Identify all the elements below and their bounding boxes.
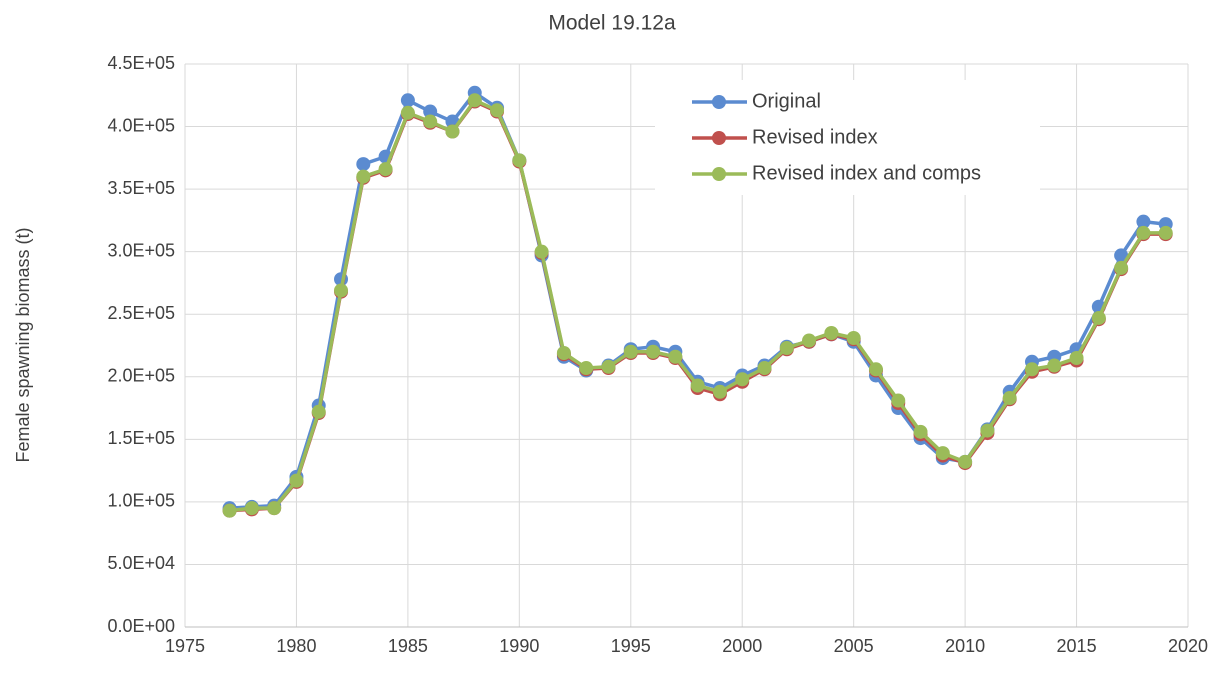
- y-tick-label: 1.5E+05: [107, 428, 175, 448]
- data-point: [712, 384, 727, 399]
- x-tick-label: 2005: [834, 636, 874, 656]
- data-point: [779, 341, 794, 356]
- data-point: [1047, 358, 1062, 373]
- data-point: [356, 169, 371, 184]
- data-point: [802, 333, 817, 348]
- data-point: [868, 362, 883, 377]
- data-point: [534, 244, 549, 259]
- data-point: [1114, 248, 1129, 263]
- data-point: [980, 423, 995, 438]
- data-point: [423, 114, 438, 129]
- data-point: [289, 473, 304, 488]
- data-point: [935, 446, 950, 461]
- data-point: [400, 105, 415, 120]
- x-tick-label: 2015: [1057, 636, 1097, 656]
- y-tick-label: 3.5E+05: [107, 178, 175, 198]
- y-tick-label: 5.0E+04: [107, 553, 175, 573]
- chart-title: Model 19.12a: [548, 12, 676, 35]
- data-point: [556, 346, 571, 361]
- x-tick-label: 2000: [722, 636, 762, 656]
- data-point: [579, 361, 594, 376]
- data-point: [735, 372, 750, 387]
- data-point: [467, 93, 482, 108]
- data-point: [846, 330, 861, 345]
- y-axis-label: Female spawning biomass (t): [13, 227, 33, 462]
- data-point: [356, 157, 371, 172]
- y-tick-label: 3.0E+05: [107, 240, 175, 260]
- data-point: [690, 378, 705, 393]
- data-point: [1069, 351, 1084, 366]
- data-point: [757, 361, 772, 376]
- data-point: [334, 283, 349, 298]
- y-tick-label: 4.5E+05: [107, 53, 175, 73]
- y-tick-label: 0.0E+00: [107, 616, 175, 636]
- data-point: [601, 359, 616, 374]
- x-tick-label: 1980: [276, 636, 316, 656]
- x-tick-label: 1995: [611, 636, 651, 656]
- legend-label: Revised index and comps: [752, 162, 981, 184]
- x-tick-label: 2010: [945, 636, 985, 656]
- x-tick-label: 2020: [1168, 636, 1208, 656]
- y-tick-label: 2.0E+05: [107, 366, 175, 386]
- legend-label: Original: [752, 90, 821, 112]
- data-point: [668, 349, 683, 364]
- y-tick-label: 4.0E+05: [107, 115, 175, 135]
- y-tick-label: 2.5E+05: [107, 303, 175, 323]
- legend-marker: [712, 167, 726, 181]
- data-point: [1114, 260, 1129, 275]
- data-point: [913, 424, 928, 439]
- data-point: [623, 344, 638, 359]
- data-point: [646, 344, 661, 359]
- legend-marker: [712, 95, 726, 109]
- data-point: [958, 454, 973, 469]
- x-tick-label: 1990: [499, 636, 539, 656]
- data-point: [400, 93, 415, 108]
- data-point: [311, 404, 326, 419]
- data-point: [267, 501, 282, 516]
- legend-label: Revised index: [752, 126, 878, 148]
- data-point: [378, 162, 393, 177]
- y-tick-label: 1.0E+05: [107, 491, 175, 511]
- data-point: [1136, 214, 1151, 229]
- data-point: [1002, 391, 1017, 406]
- data-point: [445, 124, 460, 139]
- data-point: [423, 104, 438, 119]
- data-point: [1158, 225, 1173, 240]
- data-point: [244, 501, 259, 516]
- data-point: [824, 325, 839, 340]
- data-point: [1091, 310, 1106, 325]
- x-tick-label: 1985: [388, 636, 428, 656]
- data-point: [512, 153, 527, 168]
- data-point: [1024, 362, 1039, 377]
- data-point: [891, 393, 906, 408]
- x-tick-label: 1975: [165, 636, 205, 656]
- data-point: [222, 503, 237, 518]
- data-point: [1136, 225, 1151, 240]
- data-point: [490, 103, 505, 118]
- legend-marker: [712, 131, 726, 145]
